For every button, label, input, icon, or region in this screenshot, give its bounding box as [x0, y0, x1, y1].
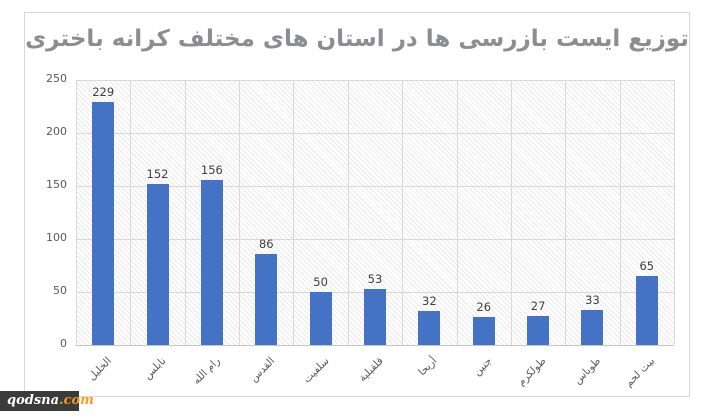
v-gridline: [184, 80, 186, 345]
h-gridline: [76, 239, 674, 240]
bar-value-label: 65: [639, 259, 655, 274]
watermark-badge: qodsna .com: [0, 391, 94, 411]
v-gridline: [456, 80, 458, 345]
bar: [418, 311, 441, 345]
x-axis-category-label: طوباس: [571, 355, 603, 387]
h-gridline: [76, 186, 674, 187]
x-axis-category-label: الخليل: [85, 355, 114, 383]
h-gridline: [76, 80, 674, 81]
x-axis-category-label: رام الله: [190, 355, 223, 387]
v-gridline: [402, 80, 404, 345]
x-axis-category-label: جنين: [471, 355, 495, 379]
x-axis-line: [76, 345, 674, 346]
y-axis-tick-label: 100: [46, 231, 67, 244]
v-gridline: [619, 80, 621, 345]
x-axis-category-label: القدس: [247, 355, 277, 385]
bar: [581, 310, 604, 345]
watermark-site-domain: .com: [59, 393, 94, 408]
h-gridline: [76, 133, 674, 134]
v-gridline: [565, 80, 567, 345]
v-gridline: [347, 80, 349, 345]
bar-value-label: 152: [146, 166, 169, 181]
bar: [635, 276, 658, 345]
bar: [200, 179, 223, 345]
bar: [472, 317, 495, 345]
y-axis-tick-label: 50: [53, 284, 67, 297]
x-axis-category-label: بيت لحم: [622, 355, 658, 390]
bar-value-label: 156: [200, 162, 223, 177]
y-axis-tick-label: 150: [46, 178, 67, 191]
bar: [309, 292, 332, 345]
chart-title: توزیع ایست بازرسی ها در استان های مختلف …: [25, 26, 689, 52]
y-axis-tick-label: 0: [60, 337, 67, 350]
chart-area: توزیع ایست بازرسی ها در استان های مختلف …: [24, 12, 690, 397]
x-axis-category-label: نابلس: [141, 355, 169, 382]
bar: [92, 102, 115, 345]
bar-value-label: 27: [530, 299, 546, 314]
bar-value-label: 33: [585, 293, 600, 308]
bar: [146, 183, 169, 345]
y-axis-tick-label: 200: [46, 125, 67, 138]
v-gridline: [674, 80, 675, 345]
bar-value-label: 32: [422, 294, 437, 309]
y-axis-tick-label: 250: [46, 72, 67, 85]
v-gridline: [76, 80, 77, 345]
x-axis-category-label: قلقيلية: [356, 355, 386, 385]
x-axis-category-label: أريحا: [416, 355, 440, 379]
v-gridline: [510, 80, 512, 345]
v-gridline: [130, 80, 132, 345]
watermark-site-name: qodsna: [7, 393, 60, 408]
x-axis-category-label: سلفيت: [300, 355, 332, 386]
bar: [527, 316, 550, 345]
bar: [255, 253, 278, 345]
bar-value-label: 26: [476, 300, 492, 315]
bar-value-label: 229: [92, 85, 115, 100]
bar-value-label: 50: [313, 275, 328, 289]
v-gridline: [239, 80, 241, 345]
bar-value-label: 86: [258, 236, 274, 251]
x-axis-category-label: طولكرم: [515, 355, 549, 389]
bar: [364, 288, 386, 345]
v-gridline: [293, 80, 295, 345]
bar-value-label: 53: [367, 271, 383, 286]
